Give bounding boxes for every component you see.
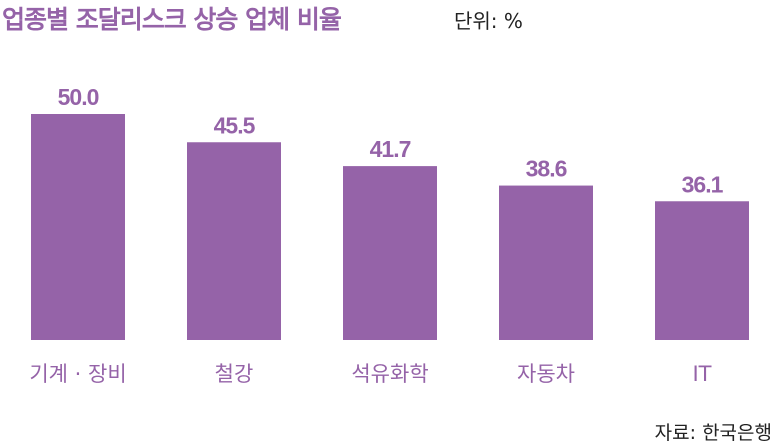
value-label-0: 50.0	[58, 84, 99, 110]
bar-1	[187, 142, 281, 340]
category-label-2: 석유화학	[351, 362, 428, 386]
bar-2	[343, 166, 437, 340]
category-label-4: IT	[692, 362, 711, 386]
category-label-3: 자동차	[517, 362, 575, 386]
bar-3	[499, 185, 593, 340]
category-label-0: 기계 · 장비	[29, 362, 126, 386]
bar-4	[655, 201, 749, 340]
value-label-4: 36.1	[682, 171, 724, 197]
chart-title: 업종별 조달리스크 상승 업체 비율	[2, 5, 342, 34]
source-note: 자료: 한국은행	[654, 422, 772, 444]
unit-label: 단위: %	[454, 9, 523, 33]
value-label-2: 41.7	[370, 136, 411, 162]
bar-0	[31, 114, 125, 340]
value-label-1: 45.5	[214, 112, 256, 138]
value-label-3: 38.6	[526, 156, 567, 182]
category-label-1: 철강	[215, 362, 254, 386]
